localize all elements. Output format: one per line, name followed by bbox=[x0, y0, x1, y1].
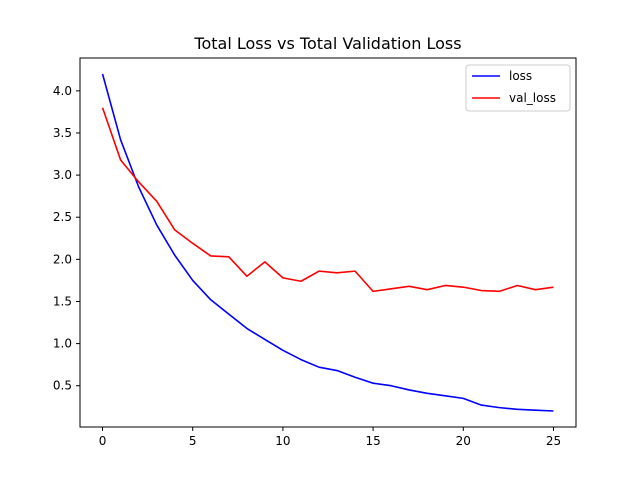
x-tick-label: 0 bbox=[99, 434, 107, 448]
y-tick-label: 0.5 bbox=[53, 379, 72, 393]
y-tick-label: 3.5 bbox=[53, 126, 72, 140]
x-axis: 0 5 10 15 20 25 bbox=[99, 427, 561, 448]
plot-frame bbox=[79, 57, 577, 428]
series-layer bbox=[101, 73, 554, 412]
y-tick-label: 4.0 bbox=[53, 84, 72, 98]
legend-label-loss: loss bbox=[509, 69, 532, 83]
plot-area bbox=[79, 57, 577, 428]
y-tick-label: 1.0 bbox=[53, 337, 72, 351]
x-tick-label: 25 bbox=[546, 434, 561, 448]
legend-label-val-loss: val_loss bbox=[509, 91, 556, 105]
x-tick-label: 15 bbox=[365, 434, 380, 448]
x-tick-label: 5 bbox=[189, 434, 197, 448]
series-line-val-loss bbox=[101, 107, 554, 293]
x-tick-label: 20 bbox=[456, 434, 471, 448]
y-tick-label: 2.5 bbox=[53, 210, 72, 224]
y-tick-label: 1.5 bbox=[53, 294, 72, 308]
y-tick-label: 3.0 bbox=[53, 168, 72, 182]
y-axis: 0.5 1.0 1.5 2.0 2.5 3.0 3.5 4.0 bbox=[53, 84, 80, 393]
legend: loss val_loss bbox=[465, 64, 571, 112]
chart-title: Total Loss vs Total Validation Loss bbox=[193, 34, 461, 53]
y-tick-label: 2.0 bbox=[53, 252, 72, 266]
x-tick-label: 10 bbox=[275, 434, 290, 448]
series-line-loss bbox=[101, 73, 554, 412]
